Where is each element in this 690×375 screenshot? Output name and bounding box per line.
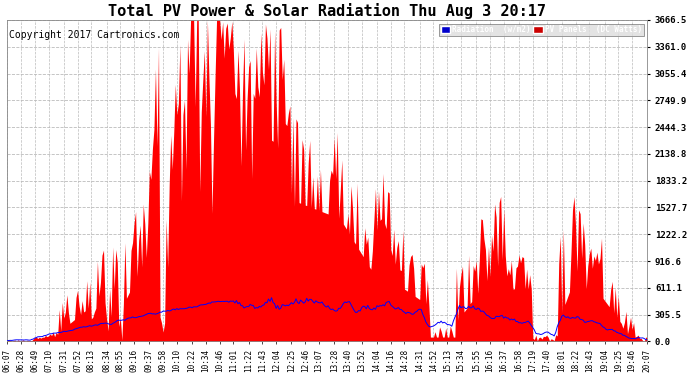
Text: Copyright 2017 Cartronics.com: Copyright 2017 Cartronics.com [8,30,179,40]
Title: Total PV Power & Solar Radiation Thu Aug 3 20:17: Total PV Power & Solar Radiation Thu Aug… [108,3,546,19]
Legend: Radiation  (w/m2), PV Panels  (DC Watts): Radiation (w/m2), PV Panels (DC Watts) [440,24,644,36]
